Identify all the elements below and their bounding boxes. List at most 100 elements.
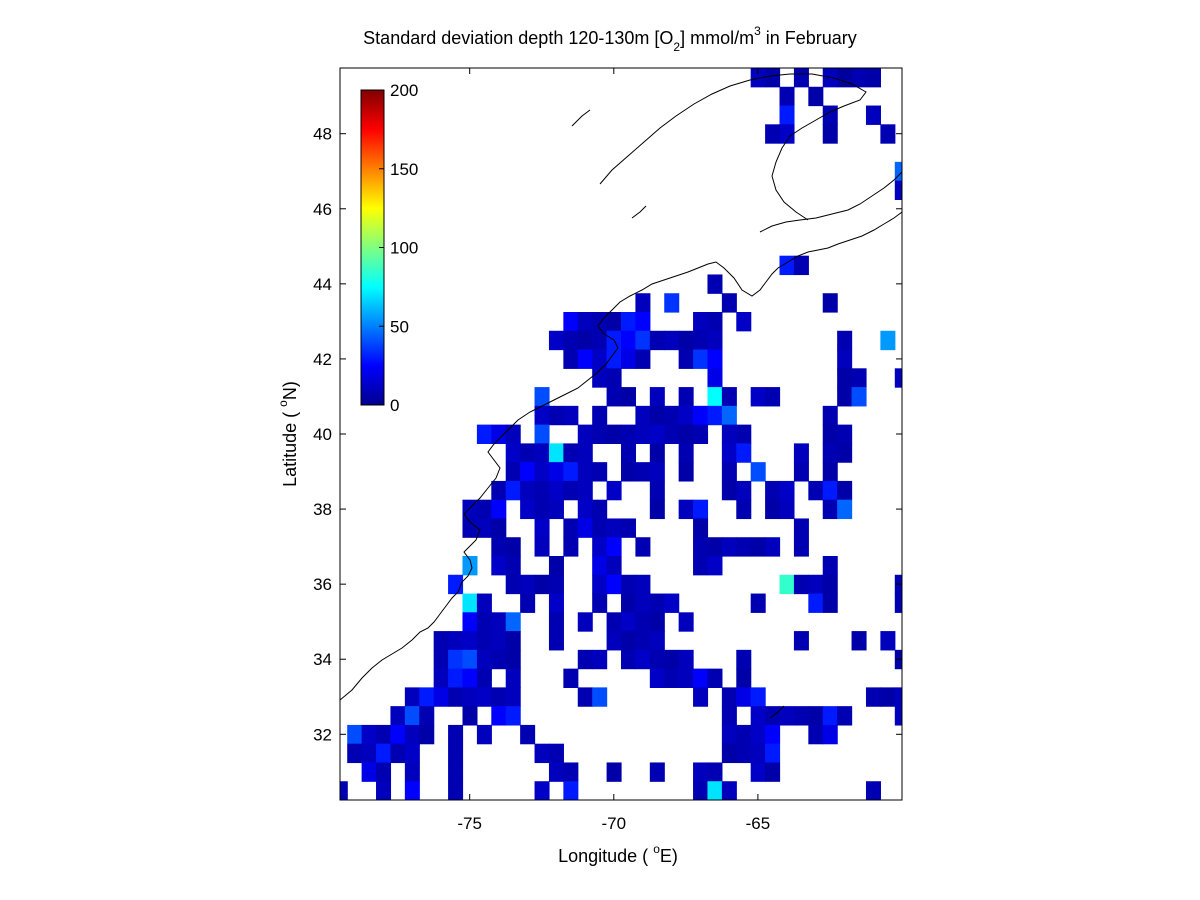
heatmap-cell (808, 724, 824, 745)
heatmap-cell (462, 518, 478, 538)
heatmap-cell (635, 349, 651, 369)
heatmap-cell (534, 405, 550, 426)
heatmap-cell (793, 574, 809, 595)
heatmap-cell (491, 706, 507, 726)
y-tick-label: 38 (313, 500, 332, 519)
heatmap-cell (534, 574, 550, 595)
heatmap-cell (894, 593, 902, 613)
heatmap-cell (621, 462, 637, 482)
heatmap-cell (592, 556, 608, 576)
heatmap-cell (592, 424, 608, 444)
y-tick-label: 44 (313, 275, 332, 294)
heatmap-cell (606, 537, 622, 557)
heatmap-cell (592, 499, 608, 520)
heatmap-cell (548, 499, 564, 520)
heatmap-cell (577, 499, 593, 520)
heatmap-cell (635, 312, 651, 332)
heatmap-cell (693, 424, 709, 444)
heatmap-cell (649, 762, 665, 782)
heatmap-cell (592, 518, 608, 538)
heatmap-cell (577, 480, 593, 501)
heatmap-cell (650, 800, 665, 819)
heatmap-cell (736, 649, 752, 670)
heatmap-cell (736, 480, 752, 501)
chart-title: Standard deviation depth 120-130m [O2] m… (363, 24, 857, 54)
heatmap-cell (520, 593, 536, 613)
heatmap-cell (491, 612, 507, 632)
heatmap-cell (448, 649, 464, 670)
heatmap-cell (376, 724, 392, 745)
heatmap-cell (721, 443, 737, 463)
heatmap-cell (837, 443, 853, 463)
heatmap-cell (750, 743, 766, 764)
heatmap-cell (520, 443, 536, 463)
heatmap-cell (592, 330, 608, 351)
heatmap-cell (866, 800, 881, 819)
heatmap-cell (621, 349, 637, 369)
heatmap-cell (808, 480, 824, 501)
heatmap-cell (635, 574, 651, 595)
heatmap-cell (678, 405, 694, 426)
heatmap-cell (635, 405, 651, 426)
heatmap-cell (577, 612, 593, 632)
heatmap-cell (404, 762, 420, 782)
heatmap-cell (635, 649, 651, 670)
heatmap-cell (491, 631, 507, 651)
heatmap-cell (563, 762, 579, 782)
heatmap-cell (548, 593, 564, 613)
heatmap-cell (606, 424, 622, 444)
heatmap-cell (822, 124, 838, 144)
heatmap-cell (548, 443, 564, 463)
colorbar-tick-label: 0 (390, 396, 399, 415)
heatmap-cell (736, 743, 752, 764)
heatmap-cell (851, 631, 867, 651)
heatmap-cell (721, 687, 737, 707)
heatmap-cell (476, 668, 492, 688)
y-axis-label: Latitude ( oN) (276, 381, 300, 487)
heatmap-cell (693, 668, 709, 688)
heatmap-cell (505, 574, 521, 595)
heatmap-cell (448, 724, 464, 745)
heatmap-cell (822, 706, 838, 726)
heatmap-cell (721, 387, 737, 407)
heatmap-cell (865, 781, 881, 800)
heatmap-cell (433, 687, 449, 707)
heatmap-cell (534, 480, 550, 501)
heatmap-cell (837, 349, 853, 369)
heatmap-cell (534, 462, 550, 482)
heatmap-cell (621, 593, 637, 613)
heatmap-cell (707, 556, 723, 576)
heatmap-cell (693, 537, 709, 557)
heatmap-cell (592, 349, 608, 369)
heatmap-cell (404, 743, 420, 764)
heatmap-cell (361, 724, 377, 745)
heatmap-cell (707, 349, 723, 369)
heatmap-cell (390, 724, 406, 745)
heatmap-cell (592, 649, 608, 670)
heatmap-cell (793, 518, 809, 538)
heatmap-cell (535, 800, 550, 819)
heatmap-cell (837, 387, 853, 407)
heatmap-cell (779, 706, 795, 726)
heatmap-cell (404, 781, 420, 800)
heatmap-cell (621, 631, 637, 651)
heatmap-cell (765, 68, 781, 88)
heatmap-cell (448, 687, 464, 707)
heatmap-cell (592, 687, 608, 707)
heatmap-cell (765, 762, 781, 782)
heatmap-cell (707, 781, 723, 800)
heatmap-cell (548, 462, 564, 482)
heatmap-cell (894, 706, 902, 726)
heatmap-cell (750, 706, 766, 726)
heatmap-cell (649, 499, 665, 520)
heatmap-cell (491, 518, 507, 538)
heatmap-cell (606, 762, 622, 782)
heatmap-cell (520, 462, 536, 482)
heatmap-cell (376, 762, 392, 782)
heatmap-cell (549, 800, 564, 819)
heatmap-cell (649, 405, 665, 426)
heatmap-cell (621, 518, 637, 538)
heatmap-cell (505, 424, 521, 444)
heatmap-cell (491, 480, 507, 501)
